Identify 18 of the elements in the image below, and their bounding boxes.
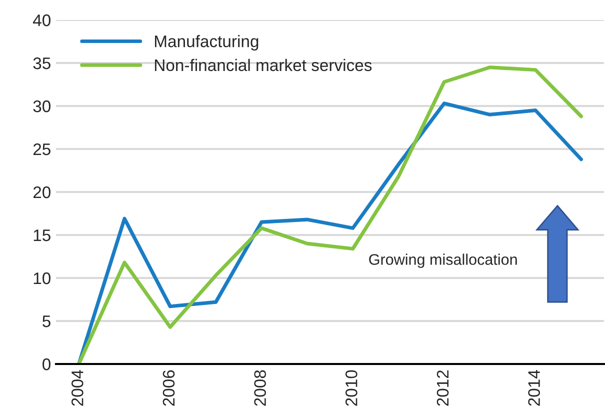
y-tick-label: 30 xyxy=(33,100,50,112)
legend-label: Non-financial market services xyxy=(154,58,372,72)
y-tick-label: 15 xyxy=(34,230,50,242)
annotation: Growing misallocation xyxy=(369,254,517,268)
legend-label: Manufacturing xyxy=(154,35,258,51)
y-tick-label: 10 xyxy=(34,272,50,284)
x-tick-label: 2008 xyxy=(254,370,266,406)
x-tick-label: 2014 xyxy=(528,370,540,406)
y-tick-label: 20 xyxy=(33,186,50,198)
y-tick-label: 5 xyxy=(42,316,50,328)
x-tick-label: 2004 xyxy=(72,370,84,406)
y-tick-label: 40 xyxy=(32,14,50,26)
x-tick-label: 2010 xyxy=(346,370,358,406)
y-tick-label: 35 xyxy=(33,57,50,70)
x-tick-label: 2006 xyxy=(162,370,175,406)
x-tick-label: 2012 xyxy=(436,370,449,406)
y-tick-label: 25 xyxy=(33,143,50,156)
y-tick-label: 0 xyxy=(42,358,50,370)
